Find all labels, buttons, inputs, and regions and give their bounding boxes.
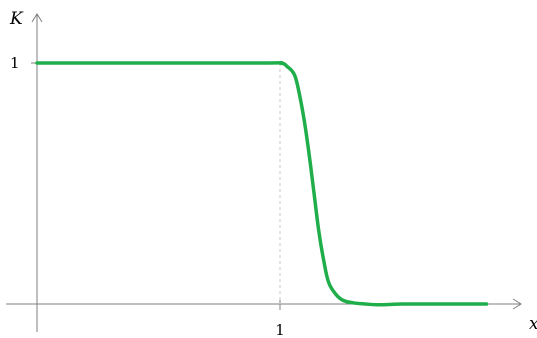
y-axis-label: K — [9, 9, 24, 29]
y-tick-label-0: 1 — [10, 54, 20, 72]
labels: Kx 1 1 — [9, 9, 537, 338]
x-tick-label-0: 1 — [275, 321, 285, 338]
series-layer — [35, 60, 489, 307]
x-axis-arrow — [512, 298, 522, 310]
series-0-line — [35, 60, 489, 307]
x-axis-label: x — [529, 314, 537, 334]
y-axis-arrow — [31, 13, 43, 23]
